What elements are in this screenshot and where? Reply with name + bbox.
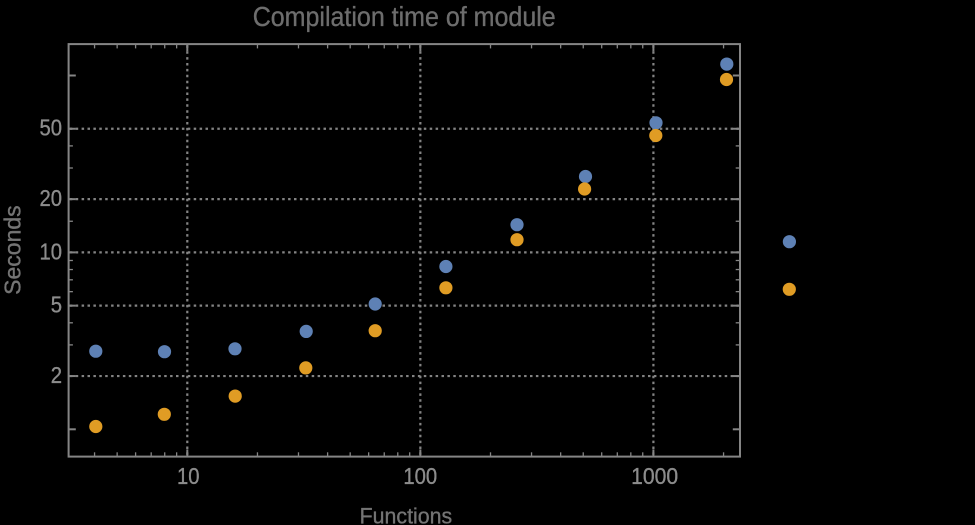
svg-text:50: 50: [40, 115, 63, 141]
svg-text:Compilation time of module: Compilation time of module: [253, 1, 556, 32]
svg-text:20: 20: [40, 185, 63, 211]
svg-text:10: 10: [177, 463, 200, 489]
svg-text:100: 100: [403, 463, 437, 489]
svg-text:1000: 1000: [631, 463, 678, 489]
svg-text:2: 2: [51, 362, 62, 388]
svg-text:10: 10: [40, 238, 63, 264]
svg-text:Seconds: Seconds: [0, 205, 26, 295]
svg-text:Functions: Functions: [360, 504, 453, 525]
svg-text:5: 5: [51, 292, 62, 318]
